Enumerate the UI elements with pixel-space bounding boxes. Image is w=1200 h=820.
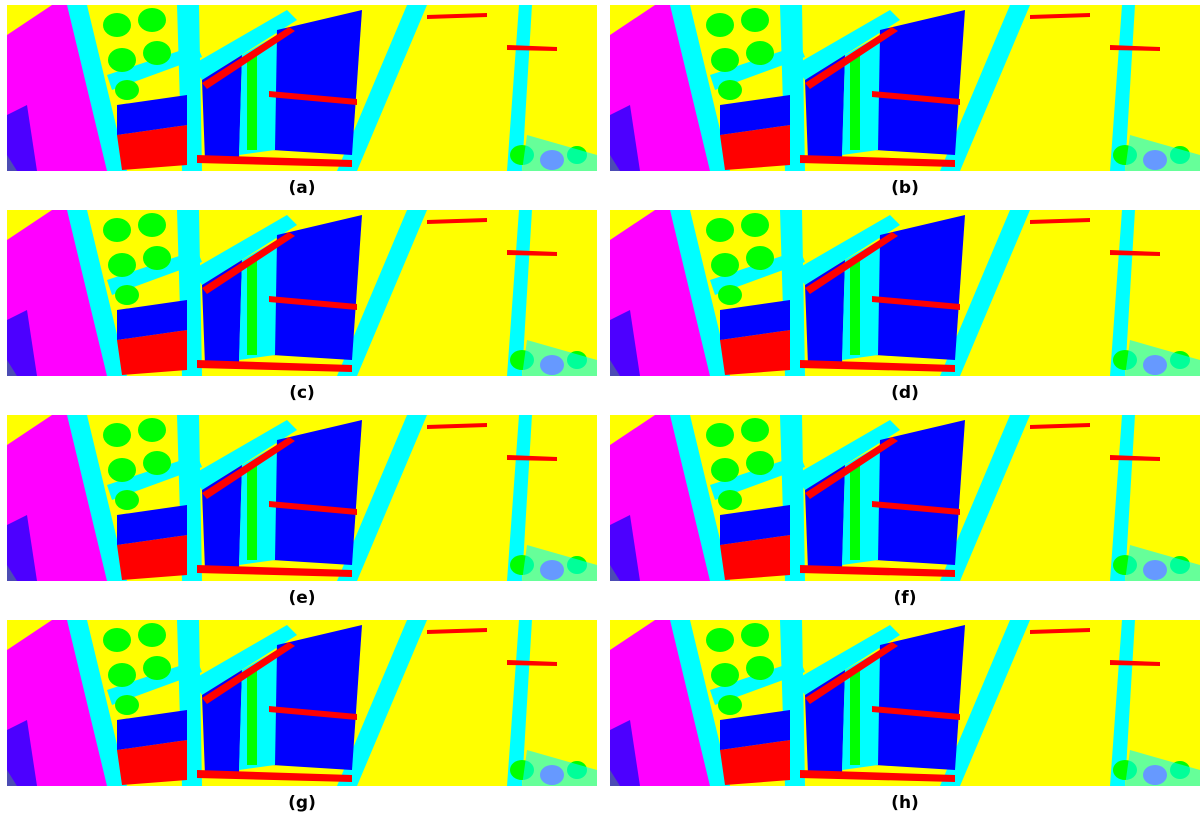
panel: (b)	[610, 5, 1200, 205]
classification-map	[610, 415, 1200, 581]
classification-map	[7, 210, 597, 376]
panel-label: (a)	[288, 178, 316, 198]
panel-label: (c)	[289, 383, 315, 403]
panel-label: (b)	[891, 178, 919, 198]
panel-label: (h)	[891, 793, 919, 813]
classification-map	[7, 5, 597, 171]
panel-label: (g)	[288, 793, 316, 813]
classification-map	[7, 415, 597, 581]
classification-map	[610, 620, 1200, 786]
classification-map	[7, 620, 597, 786]
panel: (h)	[610, 620, 1200, 820]
panel-label: (e)	[288, 588, 316, 608]
panel: (g)	[7, 620, 597, 820]
panel: (d)	[610, 210, 1200, 410]
panel: (a)	[7, 5, 597, 205]
classification-map	[610, 5, 1200, 171]
panel-label: (f)	[893, 588, 917, 608]
panel: (c)	[7, 210, 597, 410]
panel: (f)	[610, 415, 1200, 615]
panel: (e)	[7, 415, 597, 615]
panel-label: (d)	[891, 383, 919, 403]
classification-map	[610, 210, 1200, 376]
